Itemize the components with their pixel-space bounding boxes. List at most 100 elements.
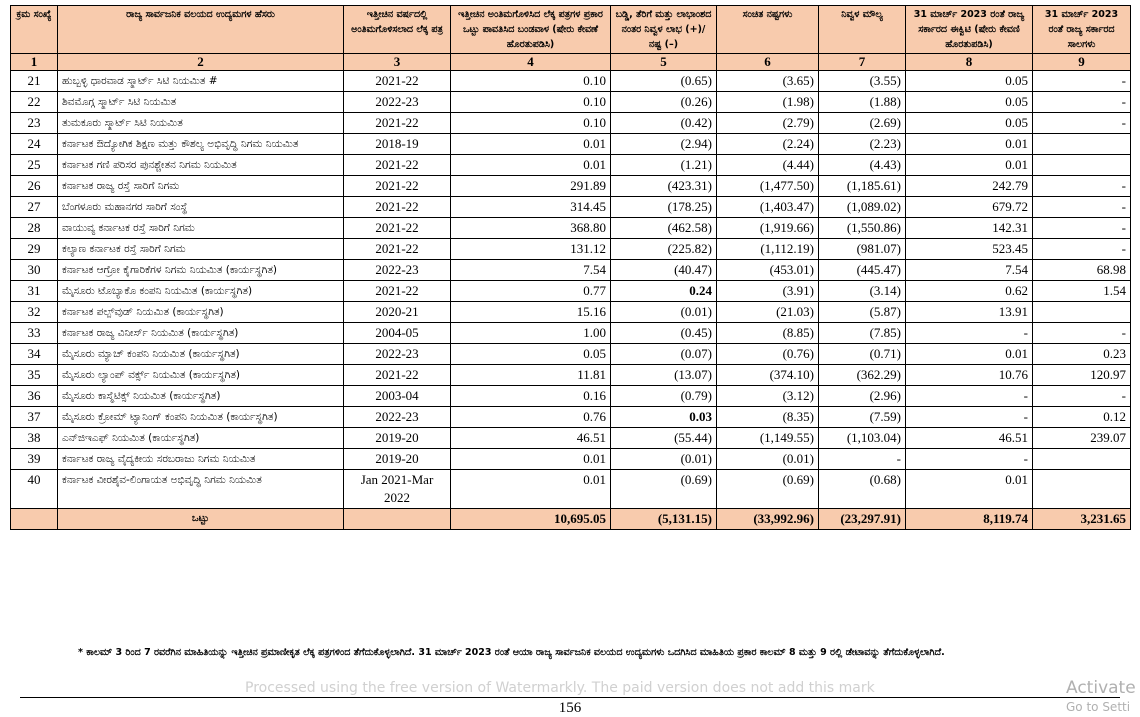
cell: 0.05: [450, 343, 611, 365]
cell: -: [1032, 217, 1131, 239]
column-number: 2: [57, 53, 344, 71]
cell: [1032, 154, 1131, 176]
cell: (0.76): [716, 343, 819, 365]
total-label: ಒಟ್ಟು: [57, 508, 344, 530]
total-value: 8,119.74: [905, 508, 1033, 530]
cell: 2022-23: [343, 91, 451, 113]
data-row: 23 ತುಮಕೂರು ಸ್ಮಾರ್ಟ್ ಸಿಟಿ ನಿಯಮಿತ 2021-22 0.1…: [10, 112, 1131, 134]
column-number: 9: [1032, 53, 1131, 71]
cell: 1.54: [1032, 280, 1131, 302]
cell: 242.79: [905, 175, 1033, 197]
column-number: 4: [450, 53, 611, 71]
data-row: 21 ಹುಬ್ಬಳ್ಳಿ ಧಾರವಾಡ ಸ್ಮಾರ್ಟ್ ಸಿಟಿ ನಿಯಮಿತ …: [10, 70, 1131, 92]
cell: -: [905, 448, 1033, 470]
cell: 28: [10, 217, 58, 239]
total-value: 10,695.05: [450, 508, 611, 530]
total-value: (5,131.15): [610, 508, 717, 530]
cell: (0.79): [610, 385, 717, 407]
company-name: ಕರ್ನಾಟಕ ವೀರಶೈವ-ಲಿಂಗಾಯತ ಅಭಿವೃದ್ಧಿ ನಿಗಮ ನಿ…: [57, 469, 344, 509]
table-body: 1 2 3 4 5 6 7 8 9 21 ಹುಬ್ಬಳ್ಳಿ ಧಾರವಾಡ ಸ್ಮಾರ್ಟ್ ಸಿಟ…: [10, 53, 1131, 530]
data-row: 26 ಕರ್ನಾಟಕ ರಾಜ್ಯ ರಸ್ತೆ ಸಾರಿಗೆ ನಿಗಮ 2021-22…: [10, 175, 1131, 197]
cell: (8.35): [716, 406, 819, 428]
cell: -: [905, 406, 1033, 428]
company-name: ಶಿವಮೊಗ್ಗ ಸ್ಮಾರ್ಟ್ ಸಿಟಿ ನಿಯಮಿತ: [57, 91, 344, 113]
cell: 0.01: [905, 469, 1033, 509]
total-row: ಒಟ್ಟು 10,695.05 (5,131.15) (33,992.96) (23,2…: [10, 508, 1131, 530]
total-value: (33,992.96): [716, 508, 819, 530]
cell: 13.91: [905, 301, 1033, 323]
data-row: 40 ಕರ್ನಾಟಕ ವೀರಶೈವ-ಲಿಂಗಾಯತ ಅಭಿವೃದ್ಧಿ ನಿಗಮ …: [10, 469, 1131, 509]
cell: 368.80: [450, 217, 611, 239]
cell: (423.31): [610, 175, 717, 197]
page-number: 156: [558, 700, 582, 716]
cell: 2019-20: [343, 427, 451, 449]
company-name: ಮೈಸೂರು ಕ್ರೋಮ್ ಟ್ಯಾನಿಂಗ್ ಕಂಪನಿ ನಿಯಮಿತ (ಕಾ…: [57, 406, 344, 428]
cell: -: [1032, 196, 1131, 218]
cell: 2021-22: [343, 238, 451, 260]
company-name: ಕರ್ನಾಟಕ ಗಣಿ ಪರಿಸರ ಪುನಶ್ಚೇತನ ನಿಗಮ ನಿಯಮಿತ: [57, 154, 344, 176]
cell: 2019-20: [343, 448, 451, 470]
data-table: ಕ್ರಮ ಸಂಖ್ಯೆ ರಾಜ್ಯ ಸಾರ್ವಜನಿಕ ವಲಯದ ಉದ್ಯಮಗಳ …: [10, 5, 1131, 530]
cell: [1032, 448, 1131, 470]
cell: (3.12): [716, 385, 819, 407]
company-name: ಬೆಂಗಳೂರು ಮಹಾನಗರ ಸಾರಿಗೆ ಸಂಸ್ಥೆ: [57, 196, 344, 218]
data-row: 27 ಬೆಂಗಳೂರು ಮಹಾನಗರ ಸಾರಿಗೆ ಸಂಸ್ಥೆ 2021-22 31…: [10, 196, 1131, 218]
cell: 0.10: [450, 112, 611, 134]
data-row: 32 ಕರ್ನಾಟಕ ಪಲ್ಪ್‌ವುಡ್ ನಿಯಮಿತ (ಕಾರ್ಯಸ್ಥಗಿತ…: [10, 301, 1131, 323]
data-row: 28 ವಾಯುವ್ಯ ಕರ್ನಾಟಕ ರಸ್ತೆ ಸಾರಿಗೆ ನಿಗಮ 2021-…: [10, 217, 1131, 239]
cell: -: [905, 322, 1033, 344]
cell: 38: [10, 427, 58, 449]
column-number: 3: [343, 53, 451, 71]
cell: 0.05: [905, 112, 1033, 134]
cell: 0.01: [450, 133, 611, 155]
cell: 0.01: [450, 469, 611, 509]
column-header: ಇತ್ತೀಚಿನ ವರ್ಷದಲ್ಲಿ ಅಂತಿಮಗೊಳಿಸಲಾದ ಲೆಕ್ಕ ಪ…: [343, 5, 451, 54]
cell: 0.62: [905, 280, 1033, 302]
cell: 26: [10, 175, 58, 197]
cell: 32: [10, 301, 58, 323]
cell: 0.01: [450, 154, 611, 176]
column-header: 31 ಮಾರ್ಚ್ 2023 ರಂತೆ ರಾಜ್ಯ ಸರ್ಕಾರದ ಸಾಲಗಳು: [1032, 5, 1131, 54]
cell: 2003-04: [343, 385, 451, 407]
company-name: ಕರ್ನಾಟಕ ಆಗ್ರೋ ಕೈಗಾರಿಕೆಗಳ ನಿಗಮ ನಿಯಮಿತ (ಕಾ…: [57, 259, 344, 281]
data-row: 39 ಕರ್ನಾಟಕ ರಾಜ್ಯ ವೈದ್ಯಕೀಯ ಸರಬರಾಜು ನಿಗಮ ನಿ…: [10, 448, 1131, 470]
data-row: 22 ಶಿವಮೊಗ್ಗ ಸ್ಮಾರ್ಟ್ ಸಿಟಿ ನಿಯಮಿತ 2022-23 0.…: [10, 91, 1131, 113]
cell: 25: [10, 154, 58, 176]
cell: (4.43): [818, 154, 906, 176]
cell: (0.01): [610, 448, 717, 470]
table-wrap: ಕ್ರಮ ಸಂಖ್ಯೆ ರಾಜ್ಯ ಸಾರ್ವಜನಿಕ ವಲಯದ ಉದ್ಯಮಗಳ …: [10, 5, 1131, 530]
cell: 2020-21: [343, 301, 451, 323]
column-header: 31 ಮಾರ್ಚ್ 2023 ರಂತೆ ರಾಜ್ಯ ಸರ್ಕಾರದ ಈಕ್ವಿಟ…: [905, 5, 1033, 54]
cell: [10, 508, 58, 530]
column-header: ನಿವ್ವಳ ಮೌಲ್ಯ: [818, 5, 906, 54]
cell: (981.07): [818, 238, 906, 260]
cell: 33: [10, 322, 58, 344]
cell: 2004-05: [343, 322, 451, 344]
cell: 2021-22: [343, 217, 451, 239]
cell: -: [1032, 238, 1131, 260]
column-number: 8: [905, 53, 1033, 71]
total-value: (23,297.91): [818, 508, 906, 530]
company-name: ವಾಯುವ್ಯ ಕರ್ನಾಟಕ ರಸ್ತೆ ಸಾರಿಗೆ ನಿಗಮ: [57, 217, 344, 239]
cell: (1,149.55): [716, 427, 819, 449]
cell: 0.10: [450, 91, 611, 113]
cell: 0.10: [450, 70, 611, 92]
cell: 29: [10, 238, 58, 260]
cell: 2021-22: [343, 154, 451, 176]
cell: (0.07): [610, 343, 717, 365]
cell: (0.45): [610, 322, 717, 344]
cell: (2.96): [818, 385, 906, 407]
activation-title: Activate: [1066, 678, 1136, 698]
cell: 0.76: [450, 406, 611, 428]
cell: 0.01: [905, 133, 1033, 155]
cell: (3.14): [818, 280, 906, 302]
cell: (1.98): [716, 91, 819, 113]
cell: 40: [10, 469, 58, 509]
data-row: 29 ಕಲ್ಯಾಣ ಕರ್ನಾಟಕ ರಸ್ತೆ ಸಾರಿಗೆ ನಿಗಮ 2021-2…: [10, 238, 1131, 260]
cell: 679.72: [905, 196, 1033, 218]
cell: Jan 2021-Mar 2022: [343, 469, 451, 509]
company-name: ಕಲ್ಯಾಣ ಕರ್ನಾಟಕ ರಸ್ತೆ ಸಾರಿಗೆ ನಿಗಮ: [57, 238, 344, 260]
watermark: Processed using the free version of Wate…: [245, 680, 875, 696]
